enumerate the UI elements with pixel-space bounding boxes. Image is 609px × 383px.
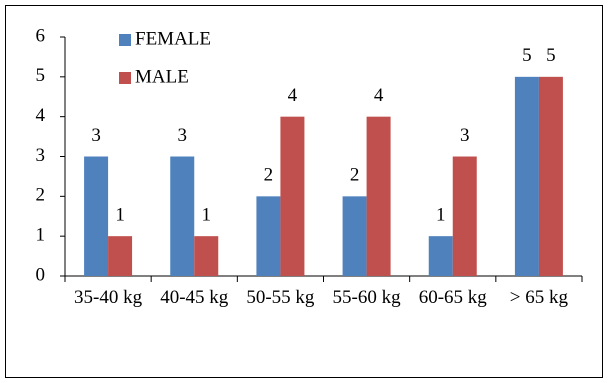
legend-swatch <box>119 72 131 84</box>
y-tick-label: 4 <box>36 105 46 126</box>
data-label: 3 <box>91 125 101 146</box>
y-tick-label: 1 <box>36 225 46 246</box>
y-tick-label: 2 <box>36 185 46 206</box>
y-tick-label: 3 <box>36 145 46 166</box>
bar <box>194 236 219 276</box>
y-tick-label: 5 <box>36 65 46 86</box>
bar <box>342 196 367 276</box>
bar <box>256 196 281 276</box>
legend-swatch <box>119 34 131 46</box>
data-label: 5 <box>546 45 556 66</box>
bar <box>452 156 477 276</box>
x-tick-label: > 65 kg <box>509 287 569 308</box>
y-tick-label: 0 <box>36 264 46 285</box>
bar <box>514 76 539 276</box>
x-tick-label: 50-55 kg <box>246 287 315 308</box>
bar <box>538 76 563 276</box>
data-label: 4 <box>374 85 384 106</box>
data-label: 3 <box>178 125 188 146</box>
bar <box>428 236 453 276</box>
x-tick-label: 60-65 kg <box>418 287 487 308</box>
bar <box>366 116 391 277</box>
data-label: 3 <box>460 125 470 146</box>
bar <box>280 116 305 277</box>
x-tick-label: 40-45 kg <box>160 287 229 308</box>
data-label: 1 <box>115 205 125 226</box>
bar <box>170 156 195 276</box>
data-label: 4 <box>288 85 298 106</box>
data-label: 1 <box>202 205 212 226</box>
bar <box>108 236 133 276</box>
bar <box>84 156 109 276</box>
data-label: 5 <box>522 45 532 66</box>
legend-label: MALE <box>135 66 189 87</box>
legend-label: FEMALE <box>135 28 211 49</box>
x-tick-label: 55-60 kg <box>332 287 401 308</box>
data-label: 2 <box>350 165 360 186</box>
y-tick-label: 6 <box>36 25 46 46</box>
x-tick-label: 35-40 kg <box>74 287 143 308</box>
data-label: 2 <box>264 165 274 186</box>
data-label: 1 <box>436 205 446 226</box>
